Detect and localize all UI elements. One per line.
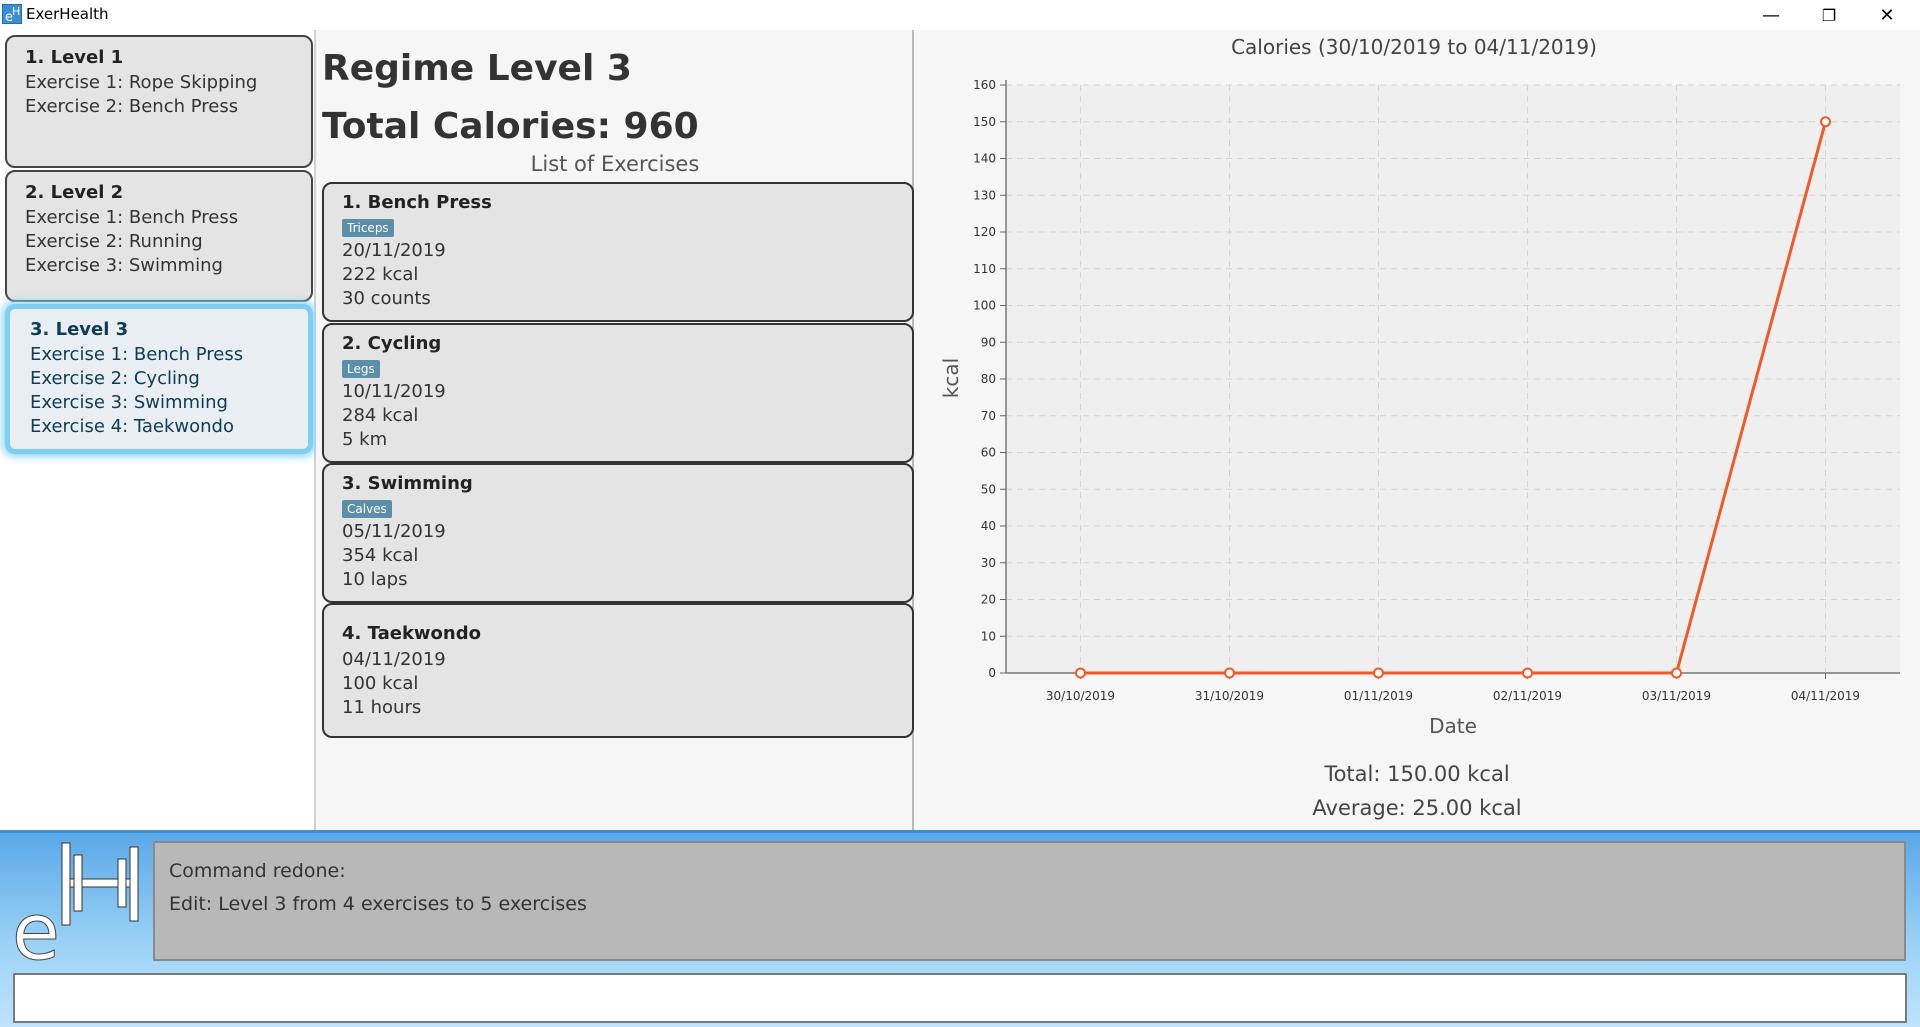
- muscle-tag: Calves: [342, 500, 392, 518]
- y-tick-label: 40: [981, 519, 996, 533]
- y-tick-label: 160: [973, 78, 996, 92]
- minimize-button[interactable]: —: [1762, 4, 1780, 26]
- data-point: [1224, 667, 1235, 679]
- result-line: Command redone:: [169, 860, 346, 882]
- exercise-quantity: 10 laps: [342, 569, 408, 590]
- y-tick-label: 0: [988, 666, 996, 680]
- y-tick-label: 80: [981, 372, 996, 386]
- command-input[interactable]: [13, 973, 1907, 1023]
- data-point: [1373, 667, 1384, 679]
- y-axis-label: kcal: [939, 358, 963, 398]
- exercise-calories: 354 kcal: [342, 545, 419, 566]
- y-tick-label: 110: [973, 262, 996, 276]
- regime-name: Regime Level 3: [322, 48, 632, 89]
- regime-exercise: Exercise 2: Cycling: [30, 368, 200, 389]
- exercise-title: 3. Swimming: [342, 473, 473, 494]
- calorie-line-chart: Calories (30/10/2019 to 04/11/2019) 0 10 2…: [939, 35, 1900, 738]
- restore-button[interactable]: ❐: [1821, 5, 1837, 25]
- regime-list[interactable]: 1. Level 1 Exercise 1: Rope Skipping Exe…: [0, 30, 316, 830]
- data-point: [1820, 116, 1831, 128]
- y-tick-label: 30: [981, 556, 996, 570]
- regime-exercise: Exercise 3: Swimming: [25, 255, 223, 276]
- x-tick-label: 01/11/2019: [1344, 689, 1413, 703]
- chart-title: Calories (30/10/2019 to 04/11/2019): [1231, 35, 1597, 59]
- regime-detail-panel: Regime Level 3 Total Calories: 960 List …: [316, 30, 914, 830]
- exercise-calories: 100 kcal: [342, 673, 419, 694]
- regime-exercise: Exercise 3: Swimming: [30, 392, 228, 413]
- exercise-date: 05/11/2019: [342, 521, 446, 542]
- regime-exercise: Exercise 2: Running: [25, 231, 203, 252]
- x-tick-label: 30/10/2019: [1046, 689, 1115, 703]
- window-title: ExerHealth: [26, 5, 109, 23]
- exercise-date: 20/11/2019: [342, 240, 446, 261]
- chart-average: Average: 25.00 kcal: [1312, 796, 1522, 820]
- close-button[interactable]: ✕: [1879, 4, 1895, 26]
- exercise-list-header: List of Exercises: [530, 152, 700, 176]
- exercise-card-taekwondo[interactable]: 4. Taekwondo 04/11/2019 100 kcal 11 hour…: [322, 603, 914, 738]
- calorie-chart-panel: Calories (30/10/2019 to 04/11/2019) 0 10 2…: [914, 30, 1920, 830]
- result-display: Command redone: Edit: Level 3 from 4 exe…: [153, 841, 1906, 961]
- app-icon: e H: [2, 4, 22, 24]
- muscle-tag: Triceps: [342, 219, 394, 237]
- data-point: [1522, 667, 1533, 679]
- exercise-card-bench-press[interactable]: 1. Bench Press Triceps 20/11/2019 222 kc…: [322, 182, 914, 322]
- regime-card-level-1[interactable]: 1. Level 1 Exercise 1: Rope Skipping Exe…: [5, 35, 313, 168]
- data-point: [1075, 667, 1086, 679]
- y-tick-label: 100: [973, 299, 996, 313]
- exercise-calories: 222 kcal: [342, 264, 419, 285]
- x-axis-label: Date: [1429, 714, 1477, 738]
- regime-card-level-2[interactable]: 2. Level 2 Exercise 1: Bench Press Exerc…: [5, 170, 313, 302]
- x-tick-label: 04/11/2019: [1791, 689, 1860, 703]
- series-line: [1080, 121, 1827, 675]
- y-tick-label: 130: [973, 188, 996, 202]
- regime-title: 1. Level 1: [25, 47, 124, 68]
- regime-exercise: Exercise 2: Bench Press: [25, 96, 239, 117]
- y-tick-label: 120: [973, 225, 996, 239]
- regime-title: 2. Level 2: [25, 182, 124, 203]
- exercise-calories: 284 kcal: [342, 405, 419, 426]
- y-tick-label: 140: [973, 152, 996, 166]
- y-tick-label: 150: [973, 115, 996, 129]
- regime-card-level-3[interactable]: 3. Level 3 Exercise 1: Bench Press Exerc…: [5, 304, 313, 454]
- regime-title: 3. Level 3: [30, 319, 129, 340]
- exercise-card-cycling[interactable]: 2. Cycling Legs 10/11/2019 284 kcal 5 km: [322, 323, 914, 463]
- data-point: [1671, 667, 1682, 679]
- exercise-card-swimming[interactable]: 3. Swimming Calves 05/11/2019 354 kcal 1…: [322, 463, 914, 603]
- svg-text:e: e: [12, 888, 60, 962]
- y-tick-label: 90: [981, 335, 996, 349]
- x-tick-label: 03/11/2019: [1642, 689, 1711, 703]
- regime-exercise: Exercise 1: Bench Press: [25, 207, 239, 228]
- y-tick-label: 60: [981, 446, 996, 460]
- regime-exercise: Exercise 1: Bench Press: [30, 344, 244, 365]
- total-calories: Total Calories: 960: [322, 106, 699, 147]
- exercise-quantity: 11 hours: [342, 697, 422, 718]
- regime-exercise: Exercise 4: Taekwondo: [30, 416, 234, 437]
- exercise-date: 04/11/2019: [342, 649, 446, 670]
- exercise-title: 2. Cycling: [342, 333, 442, 354]
- y-tick-label: 50: [981, 482, 996, 496]
- command-area: e Command redone: Edit: Level 3 from 4 e…: [0, 830, 1920, 1027]
- exercise-title: 4. Taekwondo: [342, 623, 481, 644]
- y-tick-label: 70: [981, 409, 996, 423]
- title-bar: e H ExerHealth — ❐ ✕: [0, 0, 1920, 30]
- exercise-title: 1. Bench Press: [342, 192, 492, 213]
- chart-total: Total: 150.00 kcal: [1324, 762, 1510, 786]
- exercise-quantity: 5 km: [342, 429, 388, 450]
- y-tick-label: 10: [981, 629, 996, 643]
- result-line: Edit: Level 3 from 4 exercises to 5 exer…: [169, 893, 587, 915]
- exercise-quantity: 30 counts: [342, 288, 431, 309]
- y-tick-label: 20: [981, 593, 996, 607]
- exerhealth-logo: e: [12, 842, 139, 962]
- x-tick-label: 31/10/2019: [1195, 689, 1264, 703]
- exercise-date: 10/11/2019: [342, 381, 446, 402]
- regime-exercise: Exercise 1: Rope Skipping: [25, 72, 258, 93]
- x-tick-label: 02/11/2019: [1493, 689, 1562, 703]
- muscle-tag: Legs: [342, 360, 380, 378]
